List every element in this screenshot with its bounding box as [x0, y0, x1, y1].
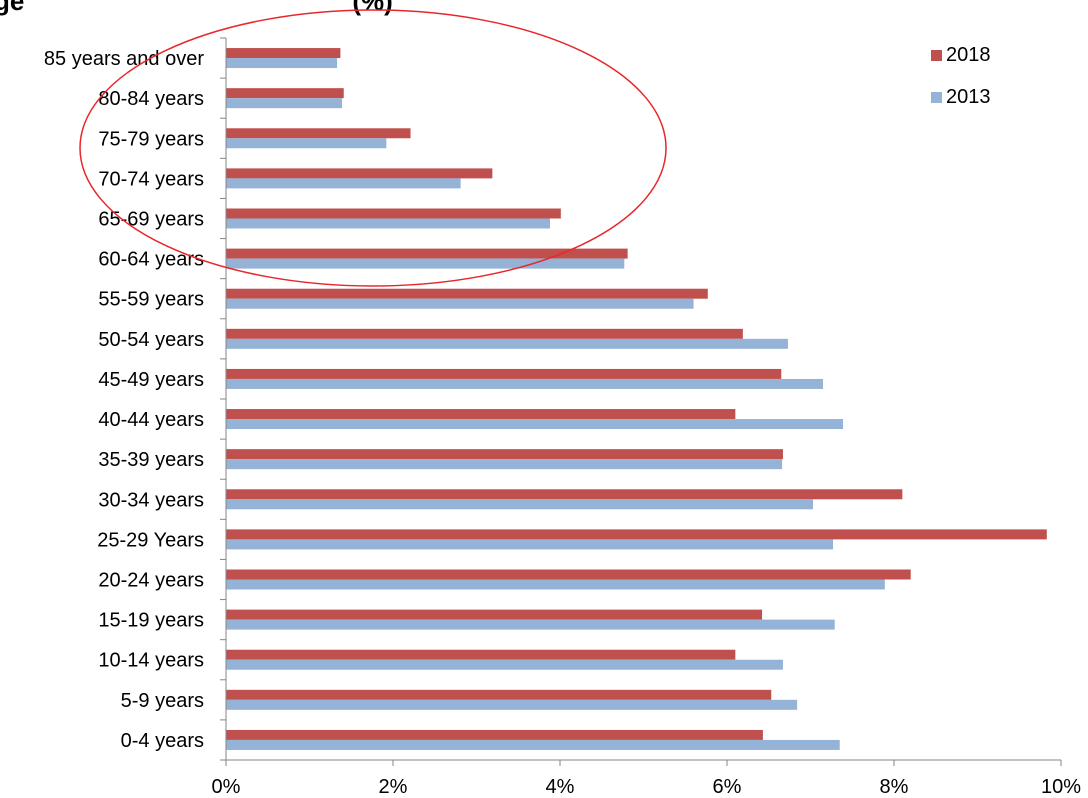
category-label-10-14-years: 10-14 years: [98, 650, 204, 672]
legend-swatch-2013: [931, 92, 942, 103]
bar-2018-10-14-years: [226, 649, 736, 660]
category-label-30-34-years: 30-34 years: [98, 489, 204, 511]
x-tick-label-4: 4%: [546, 776, 575, 798]
x-tick-label-8: 8%: [880, 776, 909, 798]
bar-2013-70-74-years: [226, 178, 461, 189]
chart-title-text: ge: [0, 0, 25, 16]
category-label-20-24-years: 20-24 years: [98, 570, 204, 592]
bar-2013-60-64-years: [226, 258, 625, 269]
category-label-5-9-years: 5-9 years: [121, 690, 204, 712]
bar-2018-20-24-years: [226, 569, 911, 580]
category-label-55-59-years: 55-59 years: [98, 289, 204, 311]
bar-2018-35-39-years: [226, 449, 783, 460]
category-label-25-29-years: 25-29 Years: [97, 529, 204, 551]
x-tick-label-10: 10%: [1041, 776, 1081, 798]
bar-2018-15-19-years: [226, 609, 763, 620]
highlight-ellipse: [79, 9, 667, 287]
bar-2018-40-44-years: [226, 409, 736, 420]
bar-2013-80-84-years: [226, 98, 343, 109]
category-label-75-79-years: 75-79 years: [98, 128, 204, 150]
category-label-80-84-years: 80-84 years: [98, 88, 204, 110]
category-label-65-69-years: 65-69 years: [98, 209, 204, 231]
x-tick-label-2: 2%: [379, 776, 408, 798]
x-tick-label-6: 6%: [713, 776, 742, 798]
bar-2018-85-years-and-over: [226, 48, 341, 59]
category-label-40-44-years: 40-44 years: [98, 409, 204, 431]
legend[interactable]: 2018 2013: [931, 44, 991, 108]
bar-2018-0-4-years: [226, 729, 763, 740]
bar-2013-45-49-years: [226, 378, 824, 389]
bar-2013-75-79-years: [226, 138, 387, 149]
category-label-70-74-years: 70-74 years: [98, 168, 204, 190]
bar-2013-25-29-years: [226, 539, 834, 550]
category-label-50-54-years: 50-54 years: [98, 329, 204, 351]
legend-swatch-2018: [931, 50, 942, 61]
bar-2018-70-74-years: [226, 168, 493, 179]
bar-2018-80-84-years: [226, 88, 344, 99]
chart-title: ge (%): [0, 0, 393, 17]
bar-2018-45-49-years: [226, 368, 782, 379]
category-label-60-64-years: 60-64 years: [98, 249, 204, 271]
bars-group: [226, 48, 1047, 750]
legend-label-2018[interactable]: 2018: [946, 44, 991, 66]
bar-2018-5-9-years: [226, 689, 772, 700]
category-label-35-39-years: 35-39 years: [98, 449, 204, 471]
bar-2013-85-years-and-over: [226, 58, 338, 69]
category-label-15-19-years: 15-19 years: [98, 610, 204, 632]
bar-2018-65-69-years: [226, 208, 561, 219]
bar-2018-60-64-years: [226, 248, 628, 259]
bar-2013-15-19-years: [226, 619, 835, 630]
bar-2018-75-79-years: [226, 128, 411, 139]
x-tick-label-0: 0%: [212, 776, 241, 798]
legend-label-2013[interactable]: 2013: [946, 86, 991, 108]
labels-group: 0-4 years 5-9 years 10-14 years 15-19 years…: [44, 48, 1081, 798]
axes-group: [220, 37, 1062, 766]
bar-2018-55-59-years: [226, 288, 708, 299]
bar-2013-0-4-years: [226, 739, 840, 750]
bar-2013-40-44-years: [226, 419, 844, 430]
bar-2013-20-24-years: [226, 579, 885, 590]
bar-2013-10-14-years: [226, 659, 783, 670]
bar-2013-30-34-years: [226, 499, 814, 510]
bar-2013-5-9-years: [226, 699, 798, 710]
category-label-0-4-years: 0-4 years: [121, 730, 204, 752]
bar-2018-25-29-years: [226, 529, 1047, 540]
bar-2013-55-59-years: [226, 298, 694, 309]
bar-2013-65-69-years: [226, 218, 550, 229]
bar-2013-50-54-years: [226, 338, 788, 349]
bar-2013-35-39-years: [226, 459, 783, 470]
bar-2018-50-54-years: [226, 328, 743, 339]
bar-2018-30-34-years: [226, 489, 903, 500]
chart-title-suffix: (%): [352, 0, 393, 16]
category-label-85-years-and-over: 85 years and over: [44, 48, 204, 70]
category-label-45-49-years: 45-49 years: [98, 369, 204, 391]
